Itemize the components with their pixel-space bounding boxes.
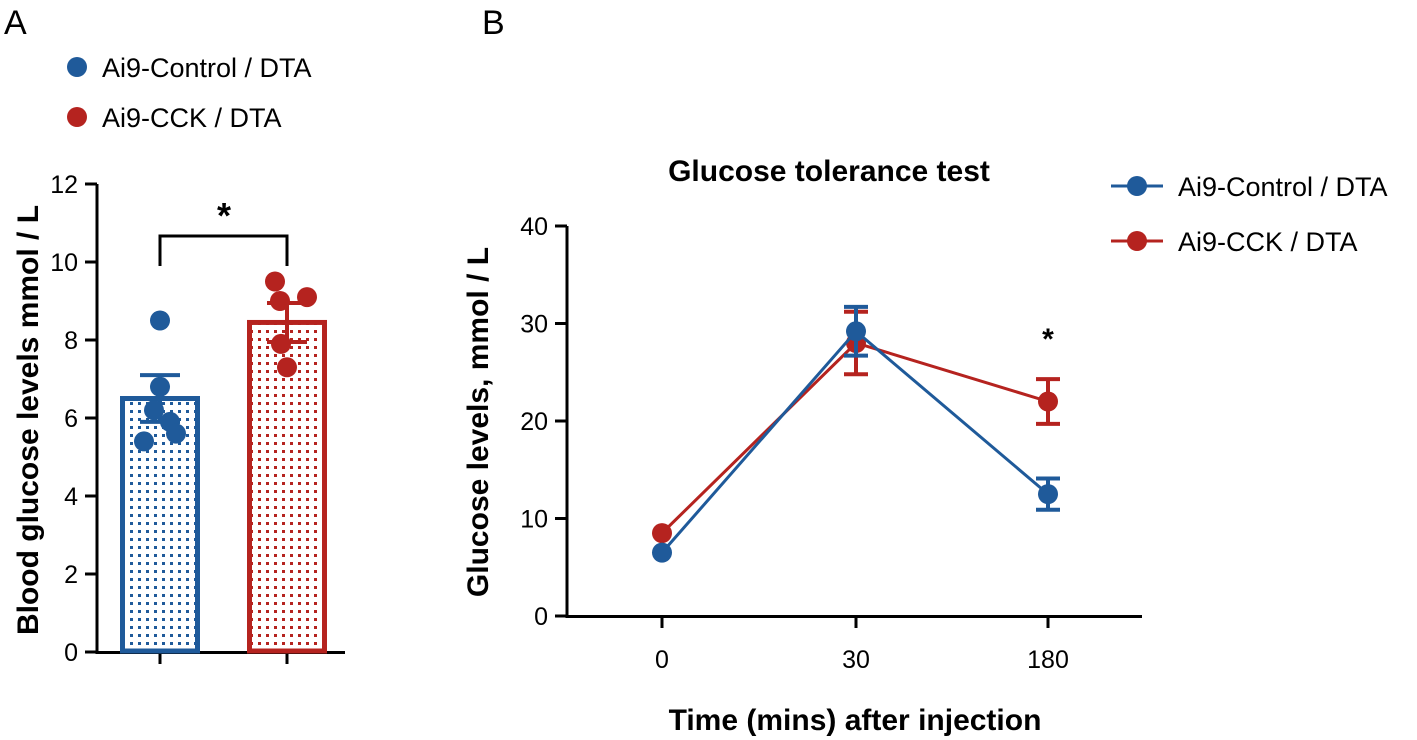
panel-a-y-ticks: 0 2 4 6 8 10 12 — [50, 171, 97, 667]
panel-b-data-point — [652, 523, 672, 544]
panel-b-y-tick-label: 40 — [520, 213, 548, 241]
panel-b-y-tick-label: 30 — [520, 311, 548, 339]
panel-a-data-point — [297, 287, 317, 308]
panel-a-y-tick-label: 2 — [64, 561, 78, 589]
panel-b-legend: Ai9-Control / DTA Ai9-CCK / DTA — [1111, 172, 1388, 257]
panel-b-chart-title: Glucose tolerance test — [668, 155, 990, 188]
panel-b-x-tick-label: 30 — [842, 646, 870, 674]
panel-a-data-point — [150, 310, 170, 331]
panel-a-data-point — [144, 400, 164, 421]
panel-a-data-point — [277, 357, 297, 378]
panel-b-y-tick-label: 20 — [520, 408, 548, 436]
panel-a-significance-bracket — [158, 234, 289, 266]
panel-a-data-point — [270, 291, 290, 311]
bar-ai9-control-dta — [120, 396, 200, 654]
panel-b-significance-star: * — [1042, 323, 1054, 356]
panel-a-y-tick-label: 10 — [50, 249, 78, 277]
panel-label-a: A — [4, 4, 27, 42]
panel-b-series — [652, 304, 1060, 563]
panel-b-data-point — [846, 321, 866, 342]
legend-label-control: Ai9-Control / DTA — [102, 53, 312, 83]
panel-a-y-tick-label: 8 — [64, 327, 78, 355]
panel-b-x-axis-title: Time (mins) after injection — [669, 704, 1042, 737]
legend-marker-control-line — [1127, 176, 1147, 196]
panel-b-y-ticks: 0 10 20 30 40 — [520, 213, 567, 631]
panel-b-x-ticks: 0 30 180 — [655, 616, 1069, 674]
panel-a-data-point — [134, 431, 154, 452]
panel-b-data-point — [1038, 391, 1058, 412]
panel-b-y-tick-label: 10 — [520, 506, 548, 534]
panel-a-data-point — [150, 376, 170, 397]
panel-a-data-points — [134, 271, 317, 452]
legend-marker-cck — [67, 107, 87, 127]
legend-label-control-b: Ai9-Control / DTA — [1178, 172, 1388, 202]
panel-a-significance-star: * — [217, 195, 231, 236]
panel-b-y-tick-label: 0 — [534, 603, 548, 631]
panel-b-data-point — [652, 542, 672, 563]
panel-b-x-tick-label: 180 — [1027, 646, 1069, 674]
panel-label-b: B — [482, 4, 505, 42]
panel-a-bar-chart: A Ai9-Control / DTA Ai9-CCK / DTA Blood … — [4, 4, 345, 667]
panel-b-series-control — [652, 304, 1060, 563]
panel-a-y-tick-label: 0 — [64, 639, 78, 667]
legend-label-cck: Ai9-CCK / DTA — [102, 103, 282, 133]
panel-a-data-point — [166, 423, 186, 444]
panel-a-y-tick-label: 4 — [64, 483, 78, 511]
panel-b-y-axis-title: Glucose levels, mmol / L — [462, 247, 495, 597]
panel-b-line-chart: B Glucose tolerance test Glucose levels,… — [462, 4, 1388, 737]
panel-b-data-point — [1038, 484, 1058, 505]
panel-a-y-tick-label: 6 — [64, 405, 78, 433]
panel-a-data-point — [265, 271, 285, 292]
panel-a-legend: Ai9-Control / DTA Ai9-CCK / DTA — [67, 53, 312, 133]
legend-marker-cck-line — [1127, 231, 1147, 251]
legend-marker-control — [67, 57, 87, 77]
panel-a-data-point — [271, 333, 291, 354]
panel-b-x-tick-label: 0 — [655, 646, 669, 674]
legend-label-cck-b: Ai9-CCK / DTA — [1178, 227, 1358, 257]
panel-a-y-tick-label: 12 — [50, 171, 78, 199]
panel-a-y-axis-title: Blood glucose levels mmol / L — [12, 205, 45, 635]
